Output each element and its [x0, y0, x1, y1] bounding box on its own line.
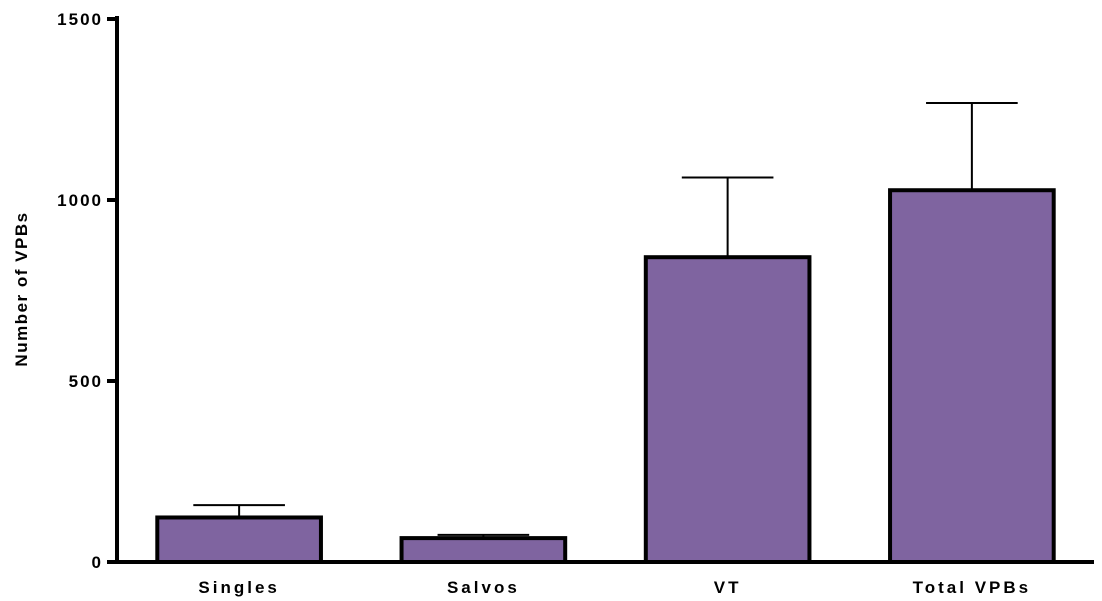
y-tick-label-1000: 1000: [57, 191, 103, 210]
x-tick-label-vt: VT: [714, 578, 742, 597]
bar-vt: [643, 255, 812, 564]
x-tick-label-salvos: Salvos: [447, 578, 520, 597]
x-labels-layer: Singles Salvos VT Total VPBs: [198, 578, 1031, 597]
y-tick-label-1500: 1500: [57, 10, 103, 29]
y-tick-label-0: 0: [92, 553, 103, 572]
bar-salvos: [399, 536, 568, 564]
bar-total-vpbs: [888, 188, 1056, 564]
x-tick-label-singles: Singles: [198, 578, 279, 597]
y-ticks-layer: 0 500 1000 1500: [57, 10, 117, 572]
bar-singles: [155, 515, 323, 564]
x-tick-label-total-vpbs: Total VPBs: [913, 578, 1031, 597]
y-tick-label-500: 500: [69, 372, 103, 391]
bars-layer: [155, 188, 1056, 564]
y-axis-title: Number of VPBs: [12, 211, 31, 366]
axes-layer: [115, 16, 1094, 564]
error-bars-layer: [193, 101, 1018, 539]
